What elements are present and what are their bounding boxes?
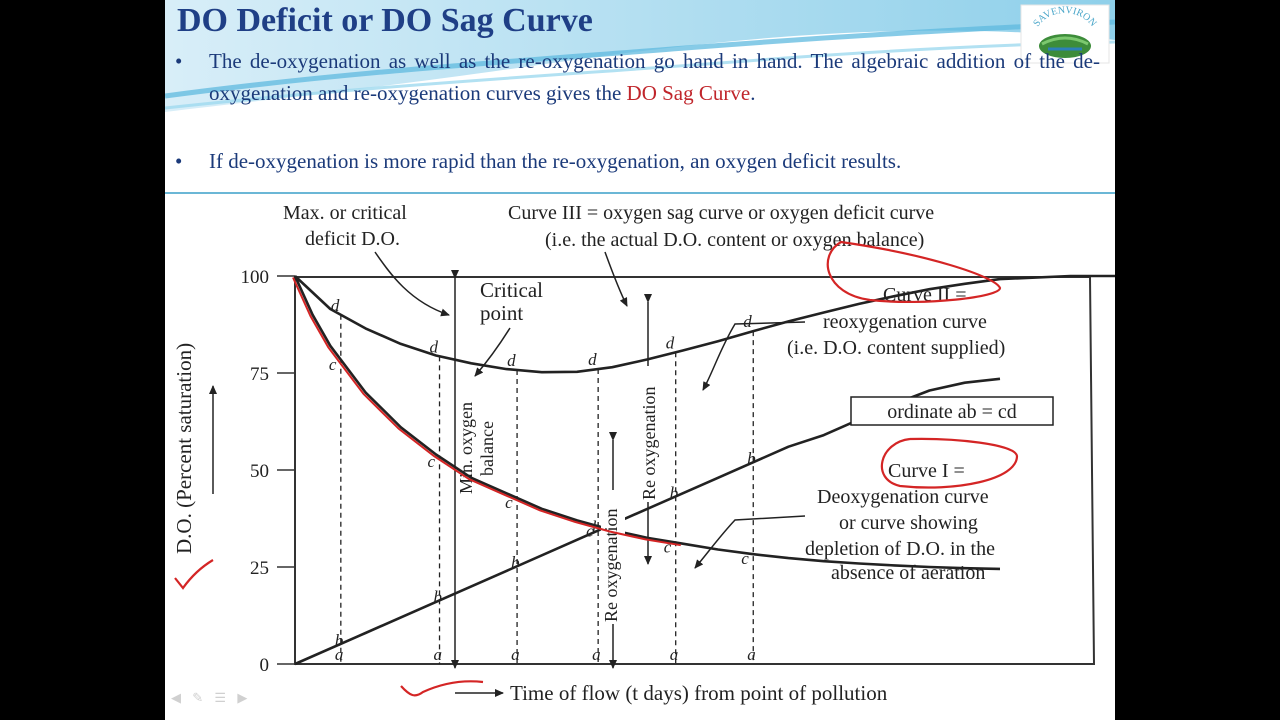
- point-label-b: b: [670, 483, 679, 502]
- curve-two-line: [294, 377, 1001, 666]
- bullet-1-text: The de-oxygenation as well as the re-oxy…: [209, 49, 1100, 105]
- prev-icon[interactable]: ◀: [171, 690, 181, 705]
- y-tick-label: 0: [260, 655, 270, 676]
- point-label-c: c: [586, 521, 594, 540]
- point-label-b: b: [511, 553, 520, 572]
- banner-wave: [165, 0, 1115, 112]
- annotation-ordinate-box: ordinate ab = cd: [850, 396, 1054, 426]
- point-label-c: c: [329, 355, 337, 374]
- y-tick-label: 100: [241, 267, 270, 288]
- point-label-a: a: [434, 645, 443, 664]
- point-label-a: a: [747, 645, 756, 664]
- critical-point-line-1: Critical: [480, 278, 543, 302]
- curve-one-line: [293, 275, 1001, 571]
- max-deficit-line-2: deficit D.O.: [305, 228, 400, 250]
- y-tick-label: 25: [250, 558, 269, 579]
- point-label-b: b: [747, 449, 756, 468]
- critical-point-line-2: point: [480, 301, 523, 325]
- min-oxygen-line-2: balance: [477, 421, 497, 476]
- min-oxygen-line-1: Min. oxygen: [456, 402, 476, 494]
- reoxygenation-arrow-1: Re oxygenation: [601, 432, 625, 669]
- pen-icon[interactable]: ✎: [192, 690, 204, 705]
- y-axis-label: D.O. (Percent saturation): [172, 343, 196, 554]
- curve-one-line-4: depletion of D.O. in the: [805, 538, 995, 560]
- annotation-curve-one: Curve I = Deoxygenation curve or curve s…: [694, 460, 995, 584]
- do-sag-chart: 100 75 50 25 0 D.O. (Percent saturation) Tim…: [172, 202, 1115, 705]
- red-annotations: [174, 240, 1019, 697]
- bullet-2: • If de-oxygenation is more rapid than t…: [175, 149, 902, 173]
- next-icon[interactable]: ▶: [237, 690, 248, 705]
- point-label-a: a: [335, 645, 344, 664]
- max-deficit-line-1: Max. or critical: [283, 202, 407, 224]
- menu-icon[interactable]: ☰: [214, 690, 227, 705]
- curve-one-line-2: Deoxygenation curve: [817, 486, 989, 508]
- x-axis-tick-mark: [400, 680, 484, 697]
- annotation-critical-point: Critical point: [474, 278, 543, 377]
- curve-one-line-5: absence of aeration: [831, 562, 985, 584]
- reoxygenation-label-2: Re oxygenation: [639, 387, 659, 500]
- point-label-c: c: [741, 549, 749, 568]
- curves: [293, 274, 1115, 666]
- bullet-1-end: .: [750, 81, 756, 105]
- curve-two-circle: [826, 240, 1002, 304]
- curve-three-line-2: (i.e. the actual D.O. content or oxygen …: [545, 229, 924, 251]
- slide-footer-controls: ◀ ✎ ☰ ▶: [171, 690, 255, 706]
- bullet-2-text: If de-oxygenation is more rapid than the…: [209, 149, 902, 173]
- divider: [165, 192, 1115, 194]
- point-label-b: b: [335, 631, 344, 650]
- bullet-1-highlight: DO Sag Curve: [626, 81, 751, 105]
- point-label-d: d: [743, 312, 752, 331]
- red-traced-curve: [292, 277, 681, 547]
- point-label-d: d: [507, 351, 516, 370]
- point-label-a: a: [592, 645, 601, 664]
- point-label-c: c: [505, 493, 513, 512]
- annotation-curve-three: Curve III = oxygen sag curve or oxygen d…: [508, 202, 934, 307]
- y-tick-label: 75: [250, 364, 269, 385]
- curve-three-line: [294, 274, 1115, 374]
- curve-two-line-3: (i.e. D.O. content supplied): [787, 337, 1005, 359]
- slide: DO Deficit or DO Sag Curve SAVENVIRON • …: [165, 0, 1115, 720]
- bullet-1: • The de-oxygenation as well as the re-o…: [175, 49, 1100, 105]
- curve-one-line-1: Curve I =: [888, 460, 965, 482]
- curve-two-line-2: reoxygenation curve: [823, 311, 987, 333]
- curve-one-line-3: or curve showing: [839, 512, 978, 534]
- y-axis-tick-mark: [174, 559, 214, 590]
- point-label-a: a: [670, 645, 679, 664]
- point-label-b: b: [434, 587, 443, 606]
- point-label-c: c: [428, 452, 436, 471]
- y-tick-label: 50: [250, 461, 269, 482]
- min-oxygen-balance: Min. oxygen balance: [451, 270, 497, 669]
- reoxygenation-label-1: Re oxygenation: [601, 509, 621, 622]
- curve-one-circle: [880, 437, 1019, 489]
- point-label-a: a: [511, 645, 520, 664]
- savenviron-logo: SAVENVIRON: [1020, 4, 1110, 64]
- point-label-d: d: [588, 350, 597, 369]
- curve-three-line-1: Curve III = oxygen sag curve or oxygen d…: [508, 202, 934, 224]
- point-label-d: d: [331, 296, 340, 315]
- ordinates: [340, 314, 754, 664]
- point-label-d: d: [666, 333, 675, 352]
- reoxygenation-arrow-2: Re oxygenation: [636, 294, 660, 565]
- ordinate-box-text: ordinate ab = cd: [887, 401, 1017, 423]
- point-label-d: d: [430, 337, 439, 356]
- plot-frame: [294, 276, 1096, 665]
- page-title: DO Deficit or DO Sag Curve: [177, 2, 593, 39]
- y-ticks: 100 75 50 25 0: [241, 267, 295, 676]
- annotation-max-deficit: Max. or critical deficit D.O.: [283, 202, 450, 317]
- x-axis-label: Time of flow (t days) from point of poll…: [510, 681, 888, 705]
- point-label-c: c: [664, 538, 672, 557]
